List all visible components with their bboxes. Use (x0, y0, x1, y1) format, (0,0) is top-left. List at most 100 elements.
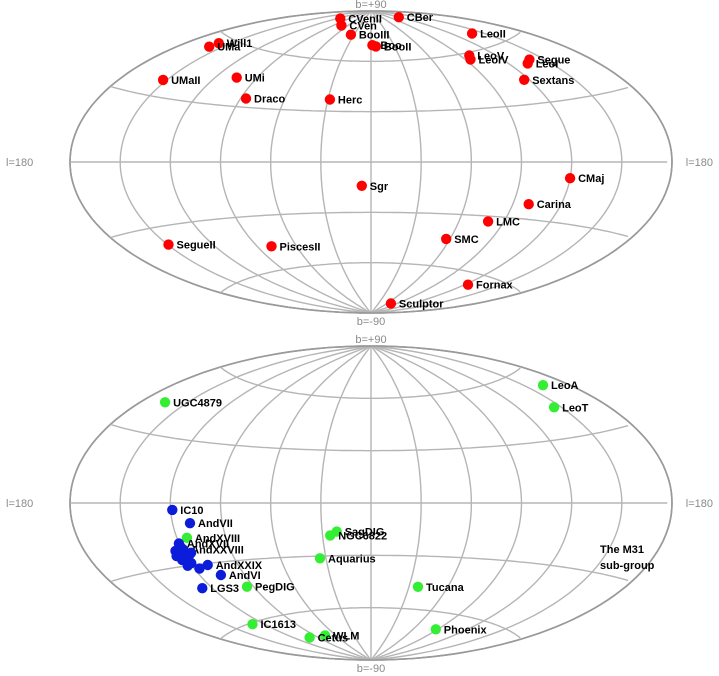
data-point (167, 504, 178, 516)
point-label: NGC6822 (338, 530, 387, 542)
point-label: CVenII (348, 14, 382, 26)
data-point (204, 41, 215, 52)
parallel-line (110, 211, 629, 239)
point-label: LeoIV (479, 54, 510, 66)
data-point (215, 569, 227, 581)
data-point (482, 216, 494, 227)
data-point (522, 58, 533, 69)
bottom-west-label: l=180 (6, 498, 33, 510)
data-point (171, 550, 182, 562)
parallel-line (220, 607, 521, 640)
point-label: Sculptor (399, 299, 444, 311)
bottom-south-label: b=-90 (357, 663, 385, 675)
data-point (181, 532, 193, 543)
data-point (336, 20, 347, 31)
point-label: UMi (245, 73, 265, 85)
data-point (393, 12, 404, 23)
data-point (367, 40, 378, 51)
point-label: AndVII (198, 518, 233, 530)
point-label: LMC (496, 216, 520, 228)
point-label: WLM (333, 630, 359, 642)
data-point (186, 558, 197, 569)
parallel-line (110, 85, 629, 113)
data-point (462, 279, 474, 290)
point-label: UGC4879 (173, 397, 222, 409)
point-label: AndVI (229, 570, 261, 582)
data-point (314, 553, 326, 564)
point-label: Will1 (227, 38, 253, 50)
data-point (466, 28, 478, 39)
point-label: LGS3 (210, 583, 239, 595)
data-point (304, 632, 315, 643)
point-label: AndXVII (187, 539, 229, 551)
data-point (213, 38, 224, 49)
parallel-line (220, 30, 521, 62)
data-point (441, 233, 452, 245)
point-label: Segue (537, 55, 570, 67)
point-label: AndXXVIII (191, 545, 244, 557)
top-north-label: b=+90 (355, 0, 386, 11)
point-label: UMaII (171, 75, 200, 87)
parallel-line (220, 262, 521, 294)
m31-subgroup-annotation: The M31 sub-group (600, 544, 655, 572)
point-label: Tucana (426, 582, 465, 594)
data-point (325, 530, 336, 541)
point-label: LeoV (477, 51, 505, 63)
point-label: CVen (349, 20, 377, 32)
data-point (184, 518, 196, 529)
data-point (319, 630, 331, 641)
data-point (412, 581, 424, 592)
top-south-label: b=-90 (357, 316, 385, 328)
point-label: AndXVIII (195, 533, 240, 545)
point-label: PiscesII (280, 241, 321, 253)
point-label: Sgr (370, 181, 389, 193)
data-point (564, 173, 576, 184)
data-point (202, 559, 213, 571)
data-point (197, 583, 208, 594)
map-boundary (370, 10, 673, 314)
point-label: SagDIG (345, 527, 385, 539)
data-point (185, 547, 197, 558)
point-label: LeoI (536, 58, 559, 70)
point-label: LeoT (562, 402, 589, 414)
data-point (157, 74, 169, 86)
point-label: Fornax (476, 280, 514, 292)
data-point (430, 624, 441, 635)
data-point (519, 74, 530, 86)
point-label: Draco (254, 94, 285, 106)
point-label: LeoA (551, 380, 579, 392)
point-label: IC10 (180, 505, 203, 517)
bottom-east-label: l=180 (686, 498, 713, 510)
point-label: Phoenix (444, 624, 488, 636)
data-point (324, 94, 336, 105)
data-point (240, 93, 252, 104)
point-label: PegDIG (255, 582, 295, 594)
parallel-line (110, 423, 629, 452)
point-label: Boo (380, 40, 402, 52)
data-point (345, 29, 357, 40)
point-label: CMaj (578, 173, 604, 185)
map-boundary (69, 10, 372, 314)
point-label: SMC (454, 234, 479, 246)
top-west-label: l=180 (6, 157, 33, 169)
data-point (523, 199, 534, 210)
top-graticule (69, 10, 673, 314)
data-point (194, 563, 205, 574)
data-point (548, 402, 560, 413)
point-label: BooIII (359, 30, 390, 42)
point-label: Carina (537, 199, 572, 211)
point-label: UMa (217, 42, 241, 54)
bottom-graticule (69, 345, 673, 661)
data-point (231, 72, 242, 83)
data-point (247, 619, 258, 630)
point-label: Cetus (318, 633, 349, 645)
data-point (159, 397, 171, 408)
top-east-label: l=180 (686, 157, 713, 169)
data-point (356, 180, 367, 191)
map-boundary (69, 345, 372, 661)
parallel-line (220, 366, 521, 399)
point-label: Aquarius (328, 553, 376, 565)
